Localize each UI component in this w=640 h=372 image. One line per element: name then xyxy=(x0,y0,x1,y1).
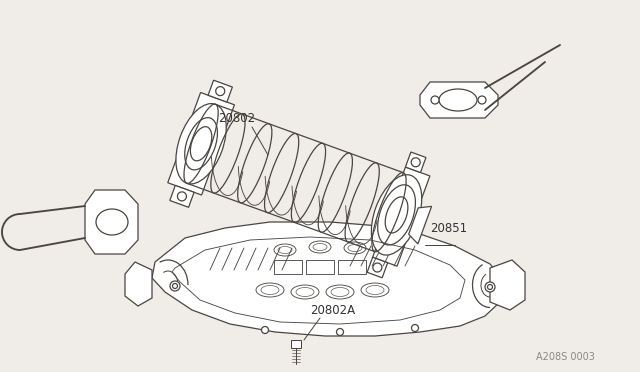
Text: 20802: 20802 xyxy=(218,112,255,125)
Ellipse shape xyxy=(262,327,269,334)
Polygon shape xyxy=(208,80,232,102)
Polygon shape xyxy=(409,206,431,244)
Ellipse shape xyxy=(439,89,477,111)
Ellipse shape xyxy=(173,283,177,289)
Ellipse shape xyxy=(337,328,344,336)
Polygon shape xyxy=(152,222,505,336)
Ellipse shape xyxy=(488,285,493,289)
Ellipse shape xyxy=(170,281,180,291)
Ellipse shape xyxy=(216,87,225,96)
Polygon shape xyxy=(490,260,525,310)
Ellipse shape xyxy=(176,103,227,184)
Polygon shape xyxy=(420,82,498,118)
Polygon shape xyxy=(85,190,138,254)
Ellipse shape xyxy=(412,324,419,331)
Ellipse shape xyxy=(177,192,186,201)
Ellipse shape xyxy=(373,263,382,272)
Ellipse shape xyxy=(96,209,128,235)
Ellipse shape xyxy=(371,175,422,255)
Text: 20802A: 20802A xyxy=(310,304,355,317)
Text: 20851: 20851 xyxy=(430,222,467,235)
Ellipse shape xyxy=(485,282,495,292)
Polygon shape xyxy=(291,340,301,348)
Polygon shape xyxy=(168,93,234,195)
Ellipse shape xyxy=(478,96,486,104)
Polygon shape xyxy=(367,257,388,278)
Ellipse shape xyxy=(411,158,420,167)
Polygon shape xyxy=(372,167,430,266)
Polygon shape xyxy=(406,152,426,173)
Polygon shape xyxy=(170,185,194,207)
Text: A208S 0003: A208S 0003 xyxy=(536,352,595,362)
Ellipse shape xyxy=(431,96,439,104)
Polygon shape xyxy=(125,262,152,306)
